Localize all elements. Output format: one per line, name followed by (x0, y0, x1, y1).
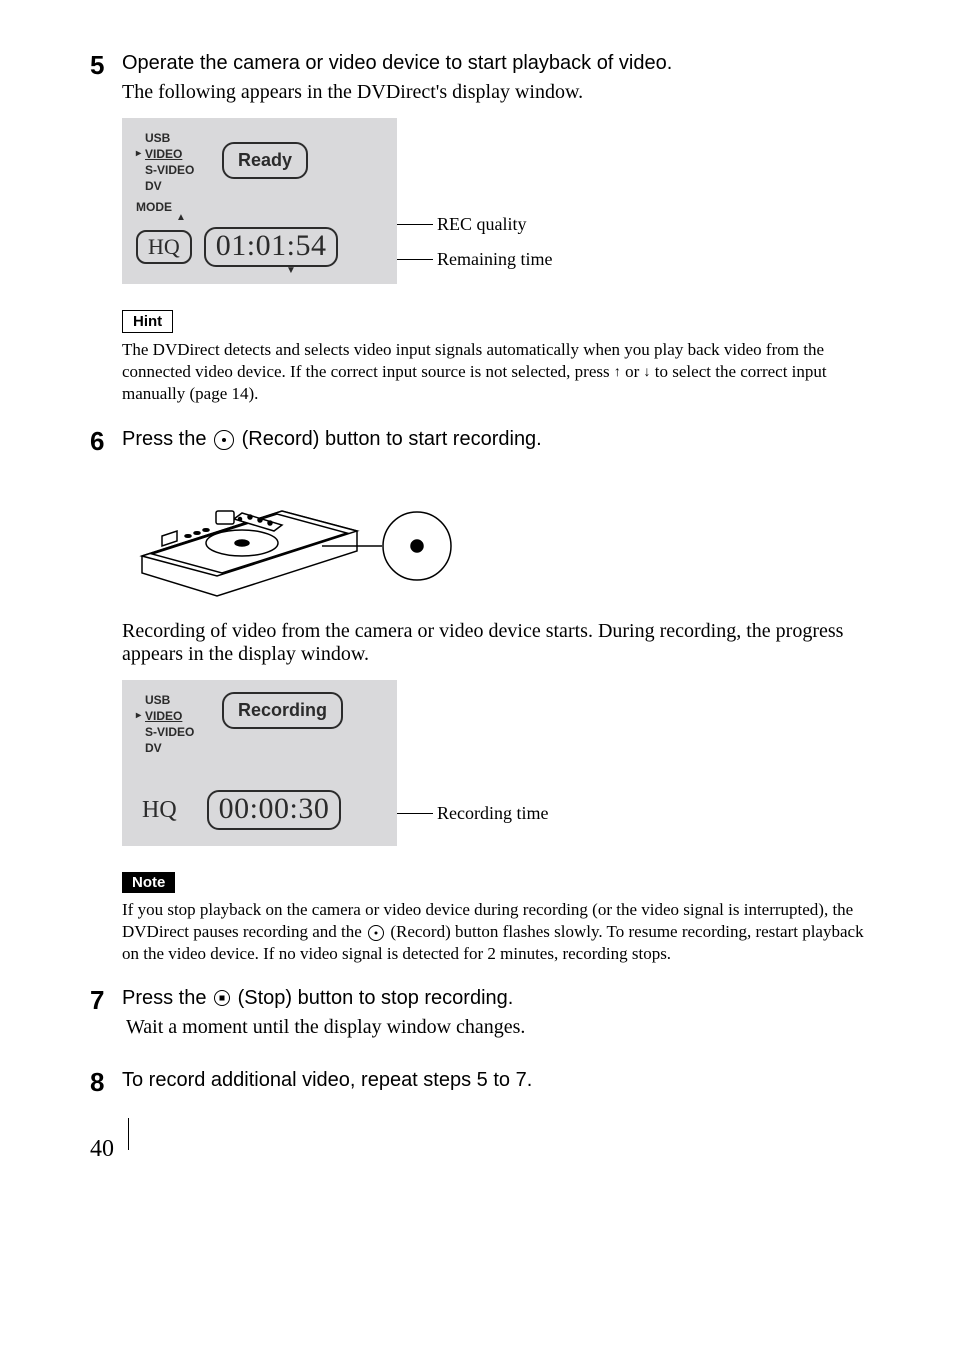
step-5: 5 Operate the camera or video device to … (90, 50, 864, 404)
step-7-desc: Wait a moment until the display window c… (126, 1016, 864, 1039)
note-text: If you stop playback on the camera or vi… (122, 899, 864, 964)
hint-text-or: or (621, 362, 644, 381)
lcd-input-dv: DV (145, 740, 216, 756)
lcd-display-ready: USB VIDEO S-VIDEO DV Ready MODE ▲ HQ 01 (122, 118, 397, 284)
page-number-divider (128, 1118, 129, 1150)
lcd-display-recording: USB VIDEO S-VIDEO DV Recording HQ 00:00:… (122, 680, 397, 846)
lcd-input-list: USB VIDEO S-VIDEO DV (136, 692, 216, 756)
step-7-number: 7 (90, 985, 122, 1053)
lcd-input-usb: USB (145, 130, 216, 146)
lcd-input-video-selected: VIDEO (136, 146, 216, 162)
lcd-status-recording: Recording (222, 692, 343, 729)
lcd-input-svideo: S-VIDEO (145, 724, 216, 740)
step-8: 8 To record additional video, repeat ste… (90, 1067, 864, 1098)
callout-rec-quality: REC quality (437, 214, 527, 235)
lcd-up-arrow-icon: ▲ (176, 212, 383, 223)
record-button-icon (214, 430, 234, 450)
step-5-body: Operate the camera or video device to st… (122, 50, 864, 404)
step-6-body: Press the (Record) button to start recor… (122, 426, 864, 964)
step-6-instruction-post: (Record) button to start recording. (236, 428, 542, 450)
step-7: 7 Press the (Stop) button to stop record… (90, 985, 864, 1053)
step-7-instruction-post: (Stop) button to stop recording. (232, 987, 513, 1009)
lcd-input-dv: DV (145, 178, 216, 194)
lcd-recording-time: 00:00:30 (207, 790, 342, 830)
callout-line (397, 259, 433, 260)
arrow-up-icon: ↑ (614, 365, 621, 380)
stop-button-icon (214, 990, 230, 1006)
lcd-rec-quality: HQ (142, 797, 177, 824)
lcd-input-video-selected: VIDEO (136, 708, 216, 724)
hint-badge: Hint (122, 310, 173, 333)
step-7-instruction: Press the (Stop) button to stop recordin… (122, 987, 864, 1010)
record-button-icon (368, 925, 384, 941)
step-6-instruction-pre: Press the (122, 428, 212, 450)
device-diagram (122, 461, 864, 606)
hint-text: The DVDirect detects and selects video i… (122, 339, 864, 404)
step-6-desc: Recording of video from the camera or vi… (122, 620, 864, 666)
callout-remaining-time: Remaining time (437, 249, 552, 270)
lcd-input-usb: USB (145, 692, 216, 708)
note-badge: Note (122, 872, 175, 893)
lcd-rec-quality: HQ (136, 230, 192, 264)
step-7-body: Press the (Stop) button to stop recordin… (122, 985, 864, 1053)
arrow-down-icon: ↓ (644, 365, 651, 380)
callout-line (397, 813, 433, 814)
callout-line (397, 224, 433, 225)
step-8-number: 8 (90, 1067, 122, 1098)
page-number-area: 40 (90, 1106, 864, 1163)
step-6-number: 6 (90, 426, 122, 964)
lcd-input-list: USB VIDEO S-VIDEO DV (136, 130, 216, 194)
step-8-instruction: To record additional video, repeat steps… (122, 1069, 864, 1092)
step-5-desc: The following appears in the DVDirect's … (122, 81, 864, 104)
step-8-body: To record additional video, repeat steps… (122, 1067, 864, 1098)
page-number: 40 (90, 1136, 114, 1163)
lcd-remaining-time: 01:01:54 (204, 227, 339, 267)
step-5-number: 5 (90, 50, 122, 404)
callout-recording-time: Recording time (437, 803, 548, 824)
lcd-input-svideo: S-VIDEO (145, 162, 216, 178)
lcd-status-ready: Ready (222, 142, 308, 179)
step-5-instruction: Operate the camera or video device to st… (122, 52, 864, 75)
step-7-instruction-pre: Press the (122, 987, 212, 1009)
step-6: 6 Press the (Record) button to start rec… (90, 426, 864, 964)
step-6-instruction: Press the (Record) button to start recor… (122, 428, 864, 451)
